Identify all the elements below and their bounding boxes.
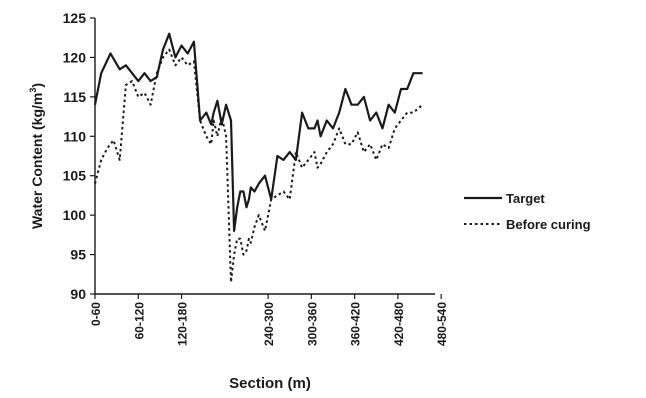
y-tick-label: 95 [70, 247, 86, 263]
y-tick-label: 105 [63, 168, 87, 184]
x-tick-label: 0-60 [89, 302, 103, 326]
y-tick-label: 110 [63, 128, 86, 144]
y-tick-label: 115 [63, 89, 86, 105]
x-axis-label: Section (m) [229, 375, 311, 392]
x-tick-label: 480-540 [435, 302, 449, 346]
legend-label-before-curing: Before curing [506, 217, 591, 232]
x-tick-label: 300-360 [305, 302, 319, 346]
y-axis-label: Water Content (kg/m3) [28, 83, 45, 229]
y-tick-label: 90 [70, 286, 86, 302]
x-tick-label: 360-420 [349, 302, 363, 346]
series-line-target [93, 32, 423, 232]
series-layer [93, 32, 424, 284]
legend-label-target: Target [506, 191, 545, 206]
y-axis-label-superscript: 3 [28, 88, 38, 93]
x-tick-label: 60-120 [132, 302, 146, 340]
y-ticks: 90 95 100 105 110 115 120 125 [63, 10, 95, 302]
legend: Target Before curing [464, 191, 591, 232]
axes [94, 18, 435, 295]
x-tick-label: 420-480 [392, 302, 406, 346]
y-tick-label: 100 [63, 207, 87, 223]
series-line-before-curing [94, 48, 424, 284]
x-tick-label: 120-180 [176, 302, 190, 346]
y-tick-label: 125 [63, 10, 87, 26]
y-tick-label: 120 [63, 49, 87, 65]
x-tick-label: 240-300 [262, 302, 276, 346]
y-axis-label-close: ) [29, 83, 45, 88]
x-ticks: 0-60 60-120 120-180 240-300 300-360 360-420 42… [89, 294, 449, 346]
y-axis-label-main: Water Content (kg/m [29, 93, 45, 229]
